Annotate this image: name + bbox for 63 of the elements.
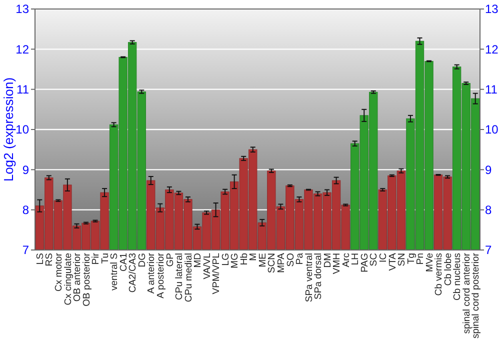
x-tick-label: VTA [387,252,398,271]
y-axis-title: Log2 (expression) [1,77,16,182]
x-tick-label: SCN [266,252,278,274]
x-tick-label: spinal cord anterior [461,253,472,334]
y2-tick-label: 7 [485,243,492,258]
x-tick-label: VPM/VPL [211,253,222,294]
x-tick-label: OB posterior [81,253,92,306]
x-tick-label: Cb nucleus [452,252,464,301]
x-tick-label: Tg [406,253,417,264]
x-tick-label: GP [164,253,176,267]
y-tick-label: 13 [16,2,30,16]
x-tick-label: ventral S [109,253,120,290]
x-tick-label: LG [220,253,232,266]
x-tick-label: MPA [276,252,287,273]
x-tick-label: A posterior [155,253,166,298]
x-tick-label: LS [34,253,46,265]
x-tick-label: Tu [100,253,111,264]
x-tick-label: CPu medial [183,253,194,302]
x-tick-label: VMH [332,252,343,274]
x-tick-label: IC [378,252,389,262]
x-tick-label: CPu lateral [174,253,186,300]
y2-tick-label: 8 [485,203,492,218]
x-tick-label: OB anterior [72,253,84,302]
x-tick-label: Arc [340,252,352,268]
x-tick-label: MD [192,252,204,268]
x-tick-label: A anterior [146,253,158,294]
x-tick-label: MVe [424,253,436,272]
x-tick-label: Cx motor [54,253,64,292]
x-tick-label: DG [136,253,148,268]
y2-tick-label: 13 [485,2,499,16]
x-tick-label: Cb lobe [442,253,454,286]
y2-tick-label: 12 [485,42,499,56]
x-tick-label: SPa ventral [304,253,315,302]
y-tick-label: 12 [16,42,30,56]
x-tick-label: RS [44,253,56,266]
y2-tick-label: 11 [485,82,498,97]
y2-tick-label: 10 [485,122,499,137]
y-tick-label: 7 [22,243,30,258]
x-tick-label: SO [285,253,296,267]
x-tick-label: spinal cord posterior [470,253,482,339]
x-tick-label: ME [257,253,268,268]
x-tick-label: SN [396,252,408,266]
x-tick-label: PAG [359,253,370,272]
x-tick-label: CA1 [118,253,130,272]
x-tick-label: MG [230,253,241,268]
x-tick-label: DM [322,252,334,268]
x-tick-label: SC [368,252,380,266]
x-tick-label: CA2/CA3 [128,253,139,293]
x-tick-label: Pir [90,253,102,265]
x-tick-label: M [248,252,260,261]
y-tick-label: 9 [22,162,30,177]
x-tick-label: VA/VL [202,253,213,280]
x-tick-label: Pn [415,253,426,265]
x-tick-label: Hb [238,253,250,266]
y-tick-label: 8 [22,203,30,218]
y2-tick-label: 9 [485,162,492,177]
x-tick-label: Cb vermis [434,252,445,296]
x-tick-label: Cx cingulate [62,253,74,306]
x-tick-label: Pa [294,252,306,265]
y-tick-label: 11 [16,82,30,97]
x-tick-label: LH [350,252,362,266]
x-tick-label: SPa dorsal [313,253,324,300]
y-tick-label: 10 [16,122,30,137]
